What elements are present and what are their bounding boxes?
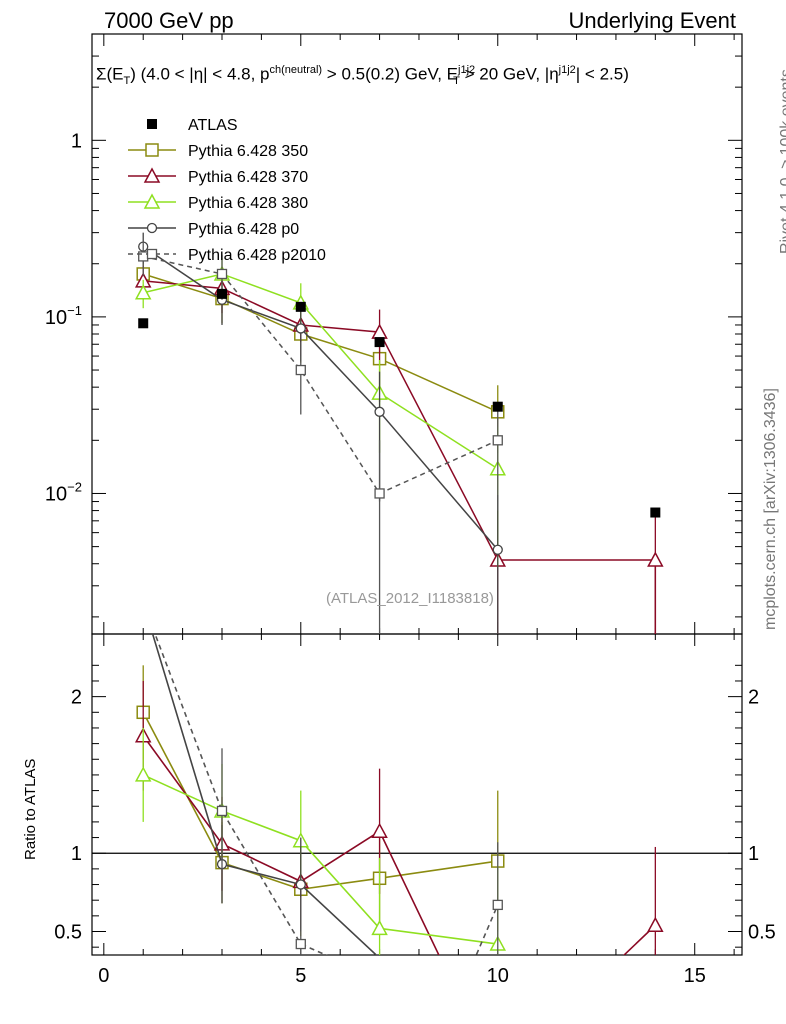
data-point-p370 bbox=[647, 551, 664, 567]
ratio-series-group bbox=[134, 634, 664, 955]
data-point-p0 bbox=[295, 323, 306, 334]
title-part: j1j2 bbox=[458, 64, 476, 76]
ratio-point-p2010 bbox=[216, 805, 228, 817]
plot-title: Σ(ET) (4.0 < |η| < 4.8, pch(neutral) > 0… bbox=[96, 64, 629, 87]
legend-marker-p370 bbox=[143, 167, 161, 183]
x-tick-label: 0 bbox=[98, 965, 109, 987]
analysis-watermark: (ATLAS_2012_I1183818) bbox=[326, 590, 494, 607]
ratio-y-tick-label-right: 0.5 bbox=[748, 922, 776, 944]
title-part: ch(neutral) bbox=[269, 64, 323, 76]
legend-label-p350: Pythia 6.428 350 bbox=[188, 143, 308, 160]
mcplots-label: mcplots.cern.ch [arXiv:1306.3436] bbox=[762, 388, 779, 630]
ratio-line-p2010 bbox=[154, 634, 499, 955]
legend-label-ATLAS: ATLAS bbox=[188, 117, 238, 134]
data-point-ATLAS bbox=[492, 401, 503, 412]
series-line-p370 bbox=[143, 280, 656, 561]
ratio-point-p370 bbox=[371, 822, 388, 839]
title-part: | < 2.5) bbox=[575, 64, 629, 84]
data-point-ATLAS bbox=[374, 337, 385, 348]
data-point-ATLAS bbox=[138, 318, 149, 329]
y-tick-label: 10−1 bbox=[45, 303, 82, 329]
ratio-y-tick-label: 2 bbox=[71, 687, 82, 709]
header-right: Underlying Event bbox=[568, 8, 736, 33]
ratio-line-p0 bbox=[151, 634, 378, 955]
legend-group: ATLAS Pythia 6.428 350 Pythia 6.428 370 Pyt… bbox=[128, 117, 326, 264]
y-tick-label: 1 bbox=[71, 130, 82, 152]
ratio-y-tick-label: 0.5 bbox=[54, 922, 82, 944]
x-tick-label: 5 bbox=[295, 965, 306, 987]
data-point-ATLAS bbox=[650, 507, 661, 518]
x-tick-label: 15 bbox=[684, 965, 706, 987]
ratio-panel-frame bbox=[91, 633, 743, 956]
data-point-p2010 bbox=[295, 364, 306, 376]
rivet-label: Rivet 4.1.0, ≥ 100k events bbox=[778, 69, 786, 254]
title-part: > 0.5(0.2) GeV, E bbox=[322, 64, 459, 84]
data-point-p2010 bbox=[216, 268, 228, 280]
title-part: Σ(E bbox=[96, 64, 124, 84]
legend-label-p370: Pythia 6.428 370 bbox=[188, 169, 308, 186]
title-part: T bbox=[453, 75, 460, 88]
y-tick-label: 10−2 bbox=[45, 479, 82, 505]
ratio-point-p2010 bbox=[492, 899, 503, 911]
legend-marker-p2010 bbox=[146, 248, 158, 260]
ratio-y-tick-label: 1 bbox=[71, 843, 82, 865]
data-point-ATLAS bbox=[295, 301, 306, 312]
legend-label-p2010: Pythia 6.428 p2010 bbox=[188, 247, 326, 264]
ratio-point-p0 bbox=[295, 879, 306, 890]
data-point-p2010 bbox=[374, 488, 385, 499]
data-point-p380 bbox=[134, 284, 152, 300]
data-point-p2010 bbox=[492, 435, 503, 446]
ratio-point-p2010 bbox=[295, 938, 306, 950]
ratio-point-p380 bbox=[134, 766, 152, 782]
series-line-p350 bbox=[142, 273, 499, 413]
data-point-p0 bbox=[492, 544, 503, 555]
series-line-p380 bbox=[143, 273, 499, 470]
title-part: T bbox=[123, 75, 131, 88]
ratio-point-p380 bbox=[371, 919, 388, 936]
ratio-point-p370 bbox=[647, 916, 664, 932]
legend-label-p380: Pythia 6.428 380 bbox=[188, 195, 308, 212]
ratio-axis-label: Ratio to ATLAS bbox=[22, 758, 39, 860]
legend-marker-p380 bbox=[143, 193, 161, 209]
legend-marker-p0 bbox=[146, 222, 158, 234]
legend-marker-ATLAS bbox=[147, 119, 157, 129]
series-line-p0 bbox=[142, 245, 499, 551]
data-point-p0 bbox=[374, 406, 385, 417]
title-part: ) (4.0 < |η| < 4.8, p bbox=[130, 64, 270, 84]
header-left: 7000 GeV pp bbox=[104, 8, 234, 33]
legend-label-p0: Pythia 6.428 p0 bbox=[188, 221, 299, 238]
title-part: j1j2 bbox=[558, 64, 576, 76]
main-series-group bbox=[134, 232, 664, 634]
legend-marker-p350 bbox=[145, 143, 159, 157]
title-part: > 20 GeV, |η bbox=[459, 64, 559, 84]
data-point-ATLAS bbox=[217, 288, 227, 299]
ratio-y-tick-label-right: 2 bbox=[748, 687, 759, 709]
ratio-y-tick-label-right: 1 bbox=[748, 843, 759, 865]
x-tick-label: 10 bbox=[487, 965, 509, 987]
ratio-line-p380 bbox=[142, 774, 498, 945]
